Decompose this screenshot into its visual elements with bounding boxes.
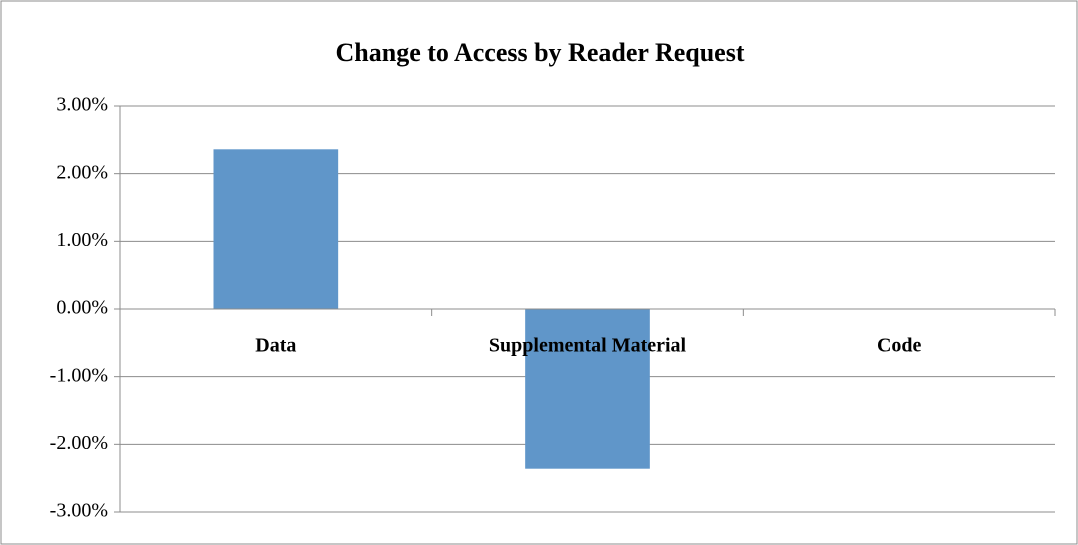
bar bbox=[213, 149, 339, 309]
x-tick-label: Data bbox=[255, 335, 296, 357]
y-tick-label: 2.00% bbox=[56, 161, 108, 183]
y-tick-label: 1.00% bbox=[56, 229, 108, 251]
y-tick-label: -3.00% bbox=[50, 500, 108, 522]
y-tick-label: 0.00% bbox=[56, 297, 108, 319]
bar bbox=[525, 309, 650, 469]
y-tick-label: 3.00% bbox=[56, 94, 108, 116]
x-tick-label: Code bbox=[877, 335, 922, 357]
y-tick-label: -1.00% bbox=[50, 364, 108, 386]
chart-title: Change to Access by Reader Request bbox=[336, 38, 745, 67]
y-tick-label: -2.00% bbox=[50, 432, 108, 454]
x-tick-label: Supplemental Material bbox=[489, 335, 687, 357]
